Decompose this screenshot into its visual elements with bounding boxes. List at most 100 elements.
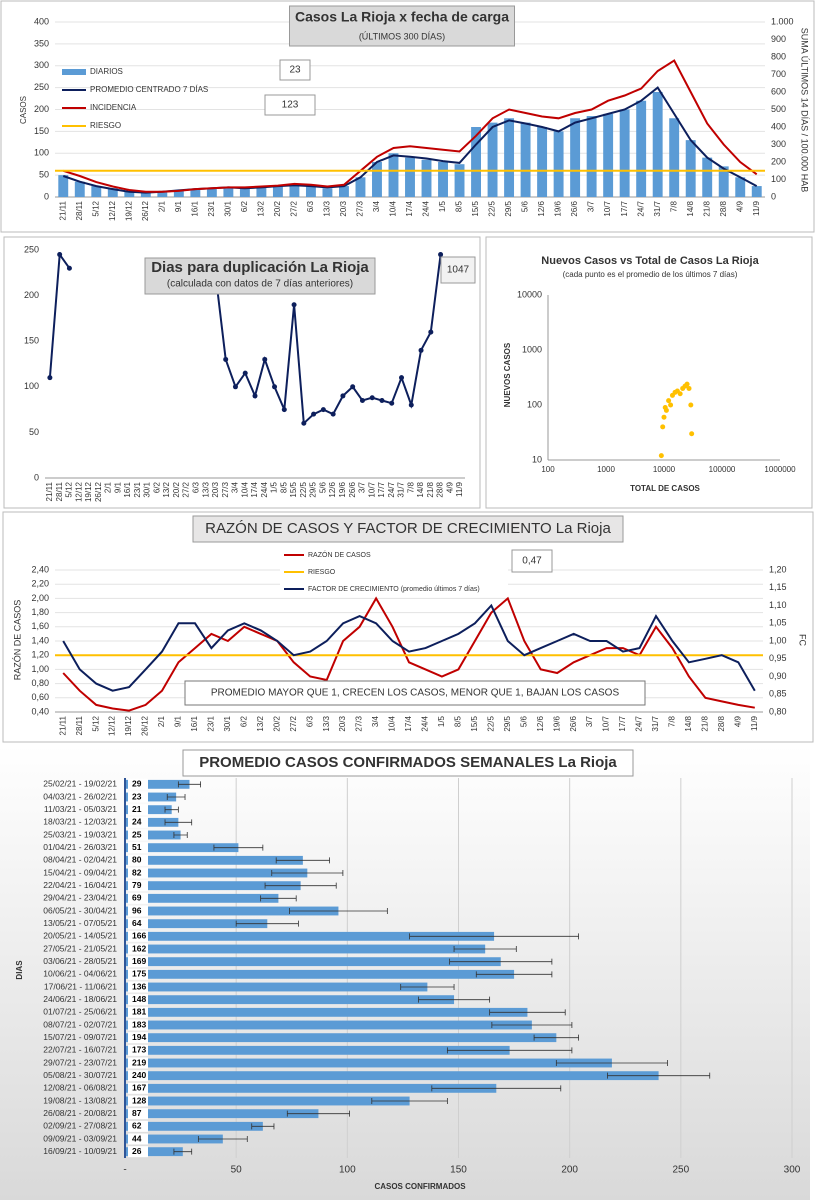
point (311, 411, 317, 417)
point (660, 424, 666, 430)
x-tick-label: 3/4 (371, 715, 380, 727)
x-tick-label: 20/3 (338, 715, 347, 731)
x-tick-label: 1/5 (437, 715, 446, 727)
legend-label: FACTOR DE CRECIMIENTO (promedio últimos … (308, 586, 480, 593)
x-tick-label: 250 (672, 1165, 689, 1176)
y-axis-label: CASOS (19, 96, 28, 124)
x-tick-label: 29/5 (309, 481, 318, 497)
value-label-bg (128, 1095, 148, 1107)
label-box (264, 94, 316, 116)
x-tick-label: 1000 (597, 465, 615, 474)
error-bar (197, 1136, 248, 1142)
bar (157, 191, 168, 197)
point (399, 375, 405, 381)
bar (125, 792, 177, 802)
value-label: 173 (132, 1045, 146, 1055)
bar (272, 186, 283, 197)
y-tick-label: 01/07/21 - 25/06/21 (43, 1007, 117, 1017)
point (291, 302, 297, 308)
bar (685, 140, 696, 197)
y-tick-label: 250 (24, 244, 39, 254)
value-label: 148 (132, 994, 146, 1004)
x-tick-label: 5/12 (91, 715, 100, 731)
bar (125, 805, 172, 815)
value-label-bg (128, 829, 148, 841)
value-label-bg (128, 930, 148, 942)
value-label-bg (128, 791, 148, 803)
point (262, 356, 268, 362)
x-tick-label: 20/3 (339, 200, 348, 216)
value-label-bg (128, 981, 148, 993)
point (379, 397, 385, 403)
y-tick-label: 1000 (522, 344, 542, 354)
line (62, 603, 756, 692)
x-tick-label: 5/6 (519, 715, 528, 727)
bar (125, 1058, 612, 1068)
y-tick-label: 150 (24, 336, 39, 346)
y-tick-label: 03/06/21 - 28/05/21 (43, 956, 117, 966)
bar (405, 157, 415, 197)
value-label-bg (128, 867, 148, 879)
annotation: 1047 (447, 265, 470, 276)
value-label: 166 (132, 931, 146, 941)
x-tick-label: 28/11 (75, 200, 84, 220)
value-label-bg (128, 968, 148, 980)
x-tick-label: 22/5 (488, 200, 497, 216)
point (438, 252, 444, 258)
y-tick-label: 400 (34, 16, 49, 26)
y-tick-label: 900 (771, 34, 786, 44)
y-tick-label: 2,00 (31, 593, 49, 603)
y-tick-label: 18/03/21 - 12/03/21 (43, 817, 117, 827)
bar (125, 881, 301, 891)
x-tick-label: 23/1 (207, 715, 216, 731)
y-axis-label: DIAS (15, 960, 24, 980)
x-tick-label: 11/9 (750, 715, 759, 731)
y-tick-label: 700 (771, 69, 786, 79)
x-tick-label: 4/9 (733, 715, 742, 727)
point (428, 329, 434, 335)
label-box (511, 549, 553, 573)
value-label-bg (128, 918, 148, 930)
chart-title: RAZÓN DE CASOS Y FACTOR DE CRECIMIENTO L… (205, 520, 611, 537)
y-tick-label: 300 (771, 139, 786, 149)
x-tick-label: 12/6 (537, 200, 546, 216)
x-tick-label: 4/9 (735, 200, 744, 212)
y-tick-label: 50 (39, 170, 49, 180)
panel (485, 236, 813, 509)
y-tick-label: 25/03/21 - 19/03/21 (43, 829, 117, 839)
x-tick-label: 9/1 (113, 481, 122, 493)
y-tick-label: 500 (771, 104, 786, 114)
error-bar (164, 806, 179, 813)
bar (735, 177, 746, 197)
legend-label: RIESGO (308, 569, 336, 576)
x-tick-label: 17/4 (404, 715, 413, 731)
legend-label: PROMEDIO CENTRADO 7 DÍAS (90, 85, 208, 94)
bar (636, 100, 647, 197)
x-tick-label: 12/6 (536, 715, 545, 731)
error-bar (260, 895, 297, 902)
x-tick-label: 12/12 (108, 715, 117, 736)
x-tick-label: 2/1 (157, 200, 166, 212)
x-tick-label: 27/2 (182, 481, 191, 497)
y-tick-label: 1,00 (31, 664, 49, 674)
bar (107, 188, 118, 197)
x-tick-label: 28/8 (719, 200, 728, 216)
x-tick-label: 5/12 (65, 481, 74, 497)
x-tick-label: 13/2 (257, 200, 266, 216)
error-bar (409, 933, 579, 940)
bar (619, 109, 630, 197)
y-tick-label: 27/05/21 - 21/05/21 (43, 943, 117, 953)
y-tick-label: 50 (29, 427, 39, 437)
x-tick-label: 14/8 (686, 200, 695, 216)
value-label-bg (128, 1044, 148, 1056)
point (301, 420, 307, 426)
x-tick-label: 11/9 (455, 481, 464, 497)
chart-title: PROMEDIO CASOS CONFIRMADOS SEMANALES La … (199, 754, 617, 771)
x-tick-label: 23/1 (207, 200, 216, 216)
bar (702, 157, 713, 197)
value-label-bg (128, 1146, 148, 1158)
bar (125, 1071, 659, 1081)
y-tick-label: 16/09/21 - 10/09/21 (43, 1146, 117, 1156)
legend-label: RAZÓN DE CASOS (308, 550, 371, 559)
y-tick-label: 0,40 (31, 706, 49, 716)
